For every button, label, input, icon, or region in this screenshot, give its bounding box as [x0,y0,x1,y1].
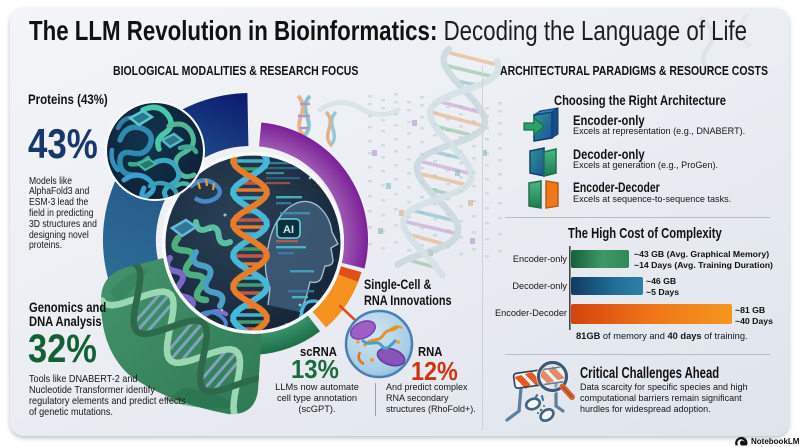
svg-text:AI: AI [283,224,294,236]
